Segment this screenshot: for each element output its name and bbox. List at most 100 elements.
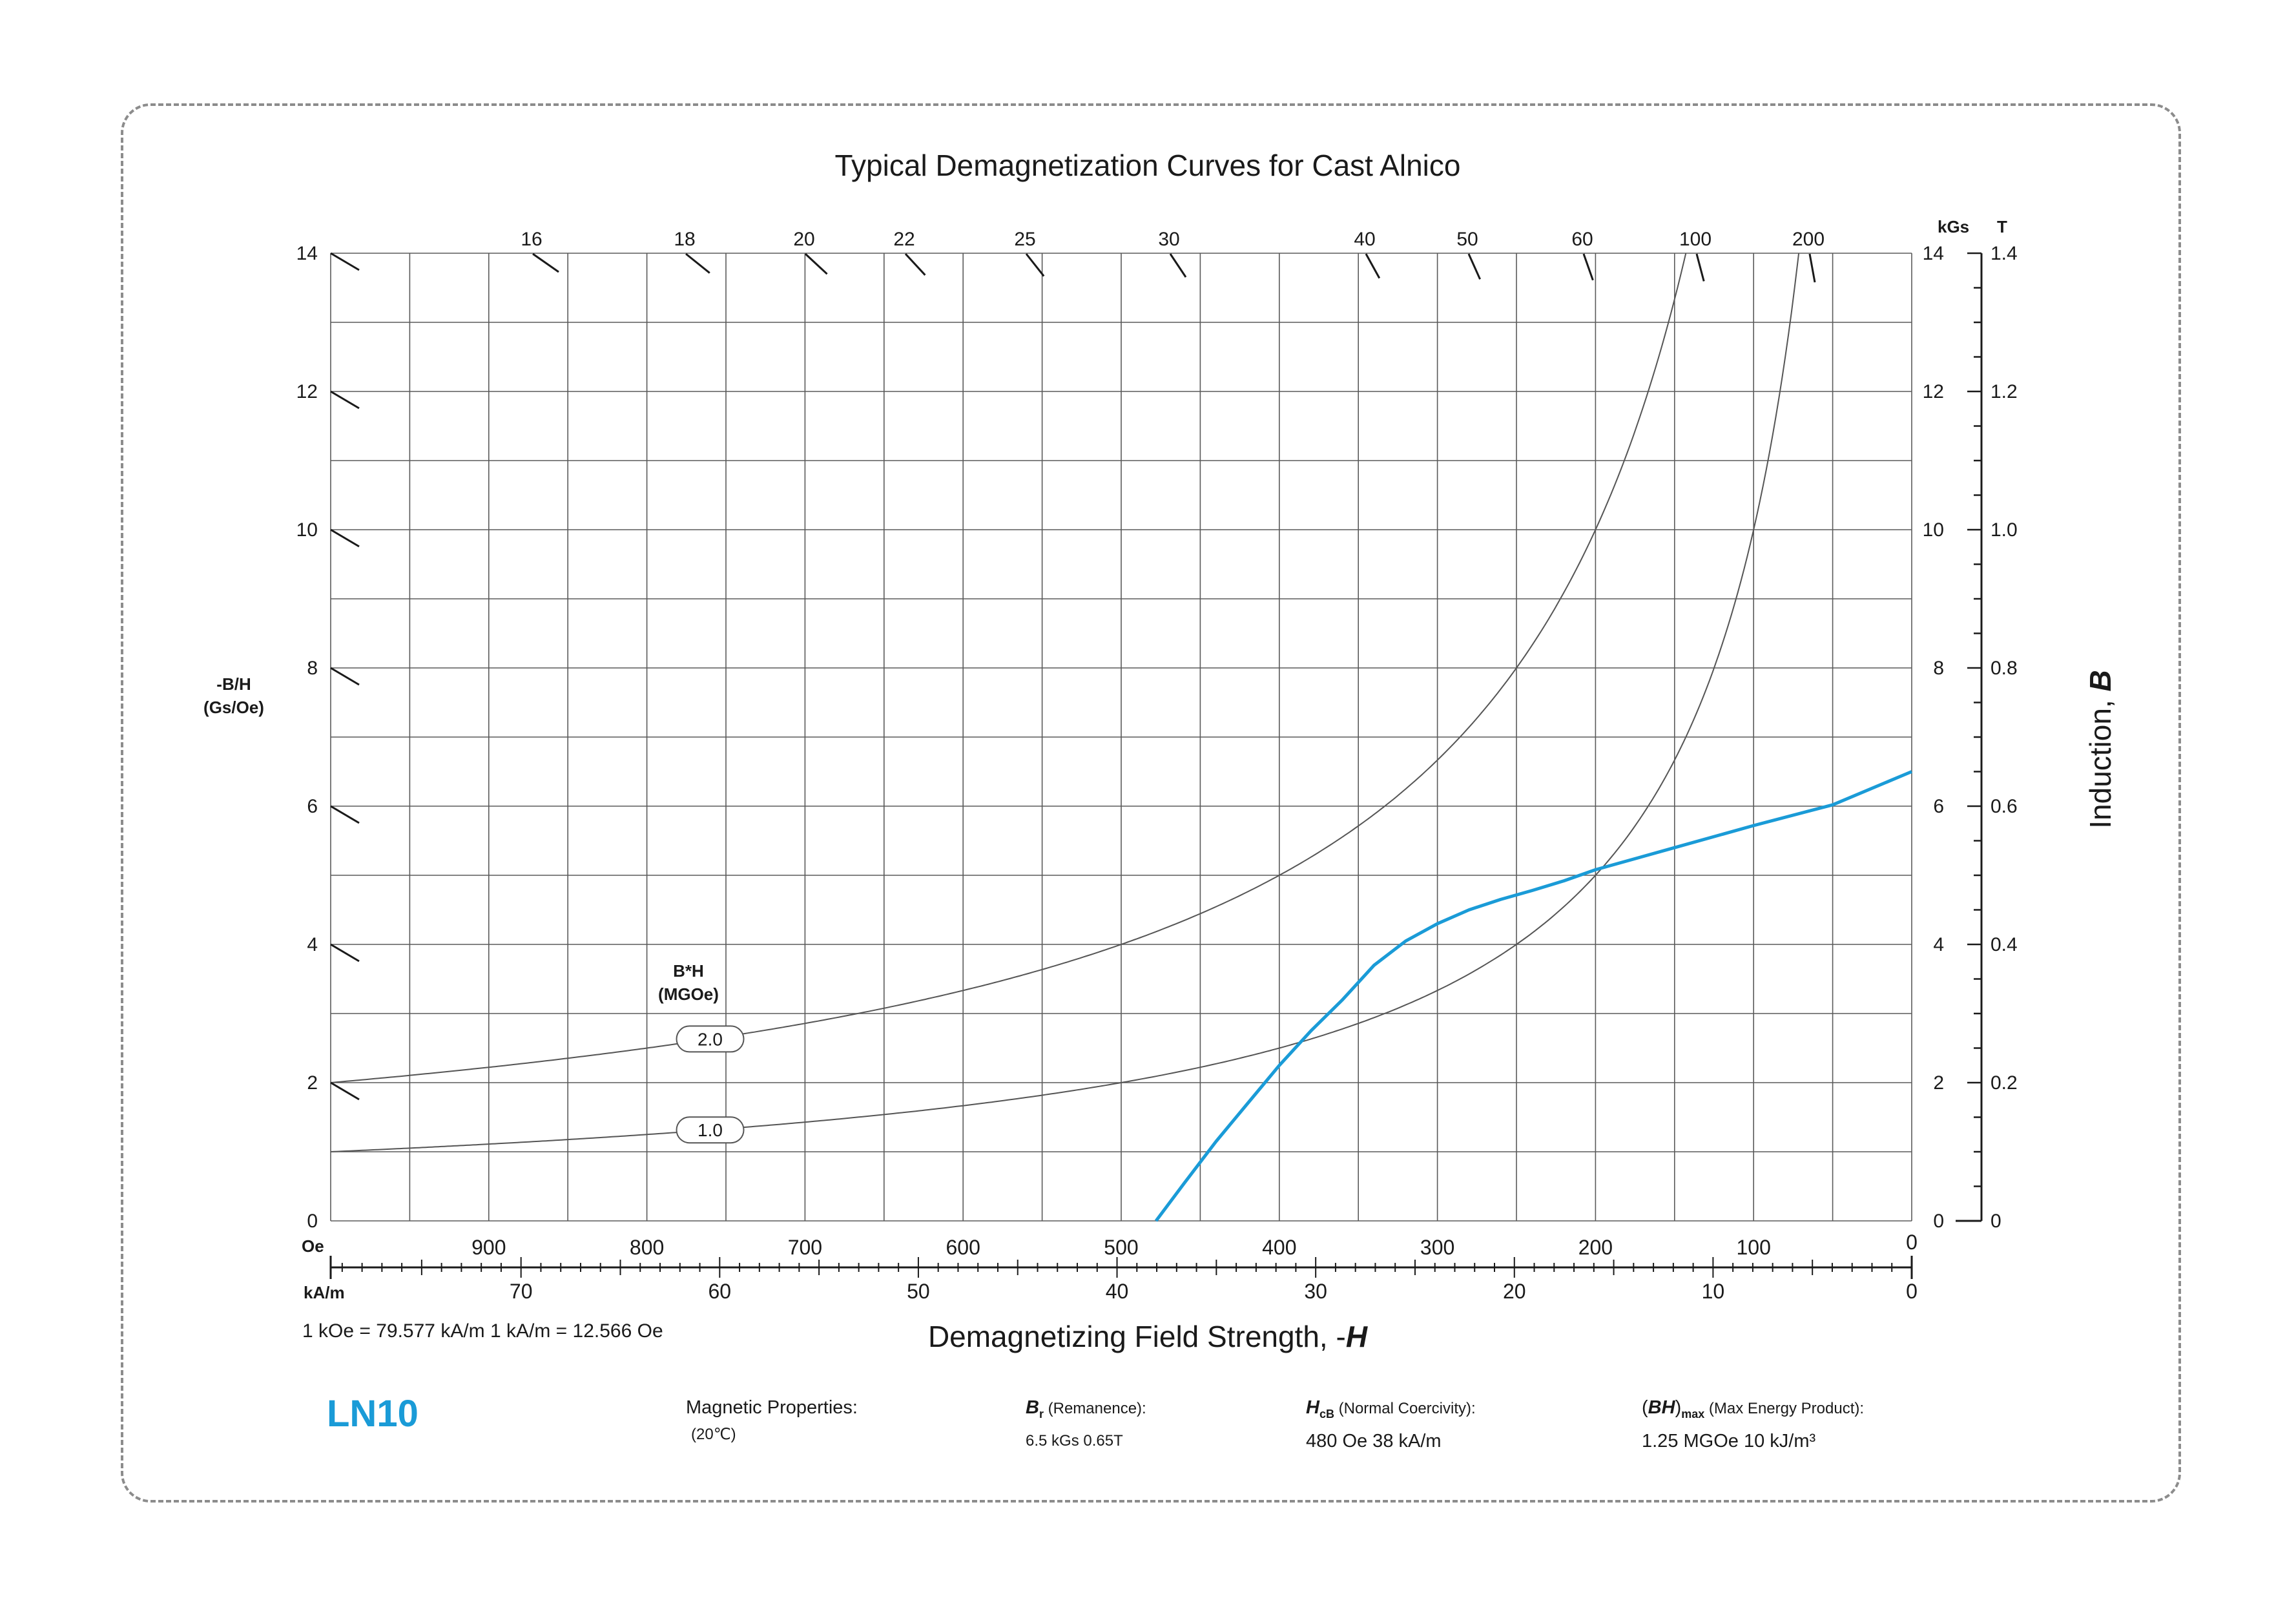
y-right-tick-label: 2 (1933, 1072, 1944, 1094)
x-axis-title: Demagnetizing Field Strength, -H (928, 1320, 1368, 1353)
t-tick-label: 0.8 (1991, 658, 2018, 679)
grade-label: LN10 (327, 1393, 419, 1435)
remanence-value: 6.5 kGs 0.65T (1026, 1431, 1123, 1450)
energy-product-label: (BH)max (Max Energy Product): (1642, 1397, 1865, 1420)
y-left-tick-label: 8 (307, 658, 318, 679)
properties-heading-block: Magnetic Properties: (20℃) (686, 1394, 858, 1448)
y-left-tick-label: 10 (296, 519, 318, 541)
y-right-tick-label: 4 (1933, 934, 1944, 955)
energy-product-value: 1.25 MGOe 10 kJ/m³ (1642, 1430, 1816, 1451)
left-permeance-mark (330, 667, 360, 686)
permeance-tick-label: 16 (521, 229, 542, 250)
x-tick-label-kam: 70 (510, 1280, 533, 1303)
axes-layer: 024681012140246810121400.20.40.60.81.01.… (296, 243, 2018, 1303)
temperature-note: (20℃) (691, 1426, 736, 1443)
bh-label-line1: B*H (673, 961, 704, 981)
t-tick-label: 0 (1991, 1211, 2001, 1232)
y-left-tick-label: 14 (296, 243, 318, 264)
energy-product-curves: 1.0 2.0 (330, 253, 1800, 1152)
coercivity-label: HcB (Normal Coercivity): (1306, 1397, 1476, 1420)
x-tick-label-oe: 700 (788, 1236, 822, 1259)
permeance-tick-label: 22 (893, 229, 915, 250)
energy-product-curve (330, 253, 1687, 1083)
permeance-tick-label: 50 (1456, 229, 1478, 250)
y-left-tick-label: 6 (307, 796, 318, 817)
series-layer (1154, 770, 1912, 1222)
permeance-tick-mark (1025, 253, 1045, 277)
energy-product-label-pill (676, 1025, 745, 1053)
permeance-tick-mark (1808, 253, 1816, 283)
energy-product-curve (330, 253, 1800, 1152)
x-tick-label-oe: 800 (630, 1236, 664, 1259)
x-tick-label-oe: 300 (1420, 1236, 1454, 1259)
permeance-ticks: 16 18 20 22 25 30 40 50 60 100 200 (330, 229, 1825, 1101)
permeance-tick-label: 30 (1158, 229, 1179, 250)
demagnetization-curve (1154, 770, 1912, 1222)
y-right-tick-label: 6 (1933, 796, 1944, 817)
x-tick-label-kam: 50 (907, 1280, 930, 1303)
y-right-tick-label: 10 (1923, 519, 1944, 541)
x-tick-label-kam: 40 (1106, 1280, 1129, 1303)
x-tick-label-kam: 10 (1702, 1280, 1725, 1303)
t-tick-label: 0.6 (1991, 796, 2018, 817)
energy-product-block: (BH)max (Max Energy Product): 1.25 MGOe … (1642, 1394, 1864, 1455)
left-permeance-mark (330, 943, 360, 962)
permeance-tick-label: 60 (1571, 229, 1593, 250)
t-tick-label: 0.2 (1991, 1072, 2018, 1094)
bh-label-line2: (MGOe) (658, 984, 719, 1004)
y-left-tick-label: 12 (296, 381, 318, 402)
left-permeance-mark (330, 528, 360, 548)
kgs-unit-label: kGs (1938, 217, 1969, 236)
y-right-axis-title: Induction, B (2084, 670, 2117, 829)
permeance-tick-mark (685, 253, 710, 274)
unit-conversion-note: 1 kOe = 79.577 kA/m 1 kA/m = 12.566 Oe (302, 1320, 663, 1342)
chart-title: Typical Demagnetization Curves for Cast … (835, 149, 1461, 182)
energy-product-label: 1.0 (698, 1120, 723, 1140)
permeance-tick-label: 20 (793, 229, 814, 250)
t-tick-label: 1.2 (1991, 381, 2018, 402)
x-tick-label-oe: 600 (946, 1236, 980, 1259)
permeance-tick-mark (532, 253, 559, 273)
permeance-tick-mark (904, 253, 926, 276)
x-tick-label-oe: 100 (1737, 1236, 1771, 1259)
y-right-tick-label: 12 (1923, 381, 1944, 402)
kam-unit-label: kA/m (304, 1283, 345, 1302)
permeance-tick-mark (1467, 253, 1481, 280)
y-left-tick-label: 4 (307, 934, 318, 955)
energy-product-label-pill (676, 1116, 745, 1144)
x-tick-label-oe: 500 (1104, 1236, 1138, 1259)
y-right-tick-label: 8 (1933, 658, 1944, 679)
t-tick-label: 1.4 (1991, 243, 2018, 264)
t-tick-label: 0.4 (1991, 934, 2018, 955)
left-permeance-mark (330, 252, 360, 271)
permeance-tick-mark (804, 253, 828, 275)
permeance-tick-mark (1695, 253, 1705, 282)
x-tick-label-oe: 900 (471, 1236, 506, 1259)
properties-heading: Magnetic Properties: (686, 1397, 858, 1418)
x-tick-label-oe: 400 (1262, 1236, 1296, 1259)
x-tick-label-kam: 0 (1906, 1280, 1918, 1303)
left-permeance-mark (330, 390, 360, 410)
permeance-tick-mark (1169, 253, 1187, 278)
y-right-tick-label: 0 (1933, 1211, 1944, 1232)
left-permeance-mark (330, 1081, 360, 1101)
permeance-tick-mark (1365, 253, 1381, 279)
remanence-block: Br (Remanence): 6.5 kGs 0.65T (1026, 1394, 1146, 1455)
permeance-tick-label: 40 (1354, 229, 1375, 250)
permeance-tick-label: 200 (1792, 229, 1825, 250)
coercivity-value: 480 Oe 38 kA/m (1306, 1430, 1442, 1451)
x-tick-label-kam: 60 (708, 1280, 732, 1303)
left-permeance-mark (330, 805, 360, 824)
permeance-tick-label: 25 (1014, 229, 1035, 250)
remanence-label: Br (Remanence): (1026, 1397, 1146, 1420)
x-tick-label-oe-zero: 0 (1906, 1231, 1918, 1254)
oe-unit-label: Oe (302, 1236, 324, 1256)
permeance-tick-label: 18 (674, 229, 695, 250)
card-frame (121, 103, 2181, 1503)
permeance-tick-label: 100 (1679, 229, 1712, 250)
permeance-tick-mark (1582, 253, 1594, 281)
energy-product-label: 2.0 (698, 1029, 723, 1049)
y-left-axis-title-line2: (Gs/Oe) (203, 698, 264, 717)
chart-grid (330, 253, 1912, 1222)
